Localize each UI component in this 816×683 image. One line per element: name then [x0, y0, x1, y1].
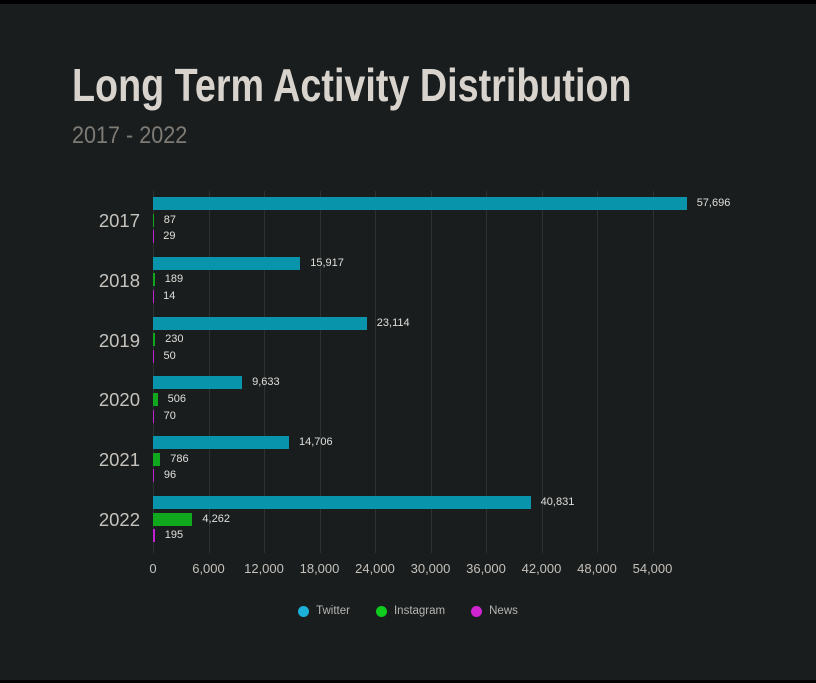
bar-news-2021[interactable]: [153, 469, 154, 483]
top-frame-strip: [0, 0, 816, 4]
year-label-2022: 2022: [98, 509, 140, 530]
year-label-2021: 2021: [98, 449, 140, 471]
x-tick-label-48000: 48,000: [577, 561, 617, 576]
chart-title: Long Term Activity Distribution: [72, 59, 632, 111]
bar-twitter-2017[interactable]: [153, 197, 687, 210]
x-tick-label-54000: 54,000: [632, 561, 673, 576]
gridline: [375, 191, 376, 553]
gridline: [430, 191, 432, 553]
bar-twitter-2021[interactable]: [153, 436, 290, 450]
bar-value-twitter-2022: 40,831: [540, 496, 575, 508]
bar-instagram-2020[interactable]: [153, 393, 158, 406]
bar-value-news-2021: 96: [163, 469, 177, 482]
bar-value-instagram-2021: 786: [170, 452, 189, 465]
bar-value-instagram-2018: 189: [164, 273, 184, 286]
gridline: [208, 191, 210, 553]
legend-dot-news-icon: [471, 605, 483, 617]
bar-instagram-2022[interactable]: [153, 512, 193, 526]
bar-value-twitter-2017: 57,696: [696, 197, 731, 209]
gridline: [652, 191, 654, 553]
x-tick-label-6000: 6,000: [192, 561, 225, 576]
bar-news-2022[interactable]: [153, 529, 155, 543]
gridline: [153, 191, 154, 553]
x-tick-label-0: 0: [149, 561, 157, 576]
x-tick-label-42000: 42,000: [521, 561, 562, 576]
bar-twitter-2022[interactable]: [153, 496, 531, 509]
bar-value-twitter-2020: 9,633: [252, 376, 280, 389]
gridline: [597, 191, 598, 553]
gridline: [319, 191, 321, 553]
bar-instagram-2018[interactable]: [153, 273, 155, 287]
bar-instagram-2019[interactable]: [153, 333, 156, 347]
legend-item-instagram[interactable]: Instagram: [375, 605, 446, 617]
year-label-2019: 2019: [98, 329, 140, 351]
bottom-frame-strip: [0, 680, 816, 683]
bar-value-instagram-2017: 87: [163, 213, 177, 226]
legend-label-instagram: Instagram: [393, 605, 446, 617]
bar-value-twitter-2021: 14,706: [299, 436, 333, 449]
x-tick-label-24000: 24,000: [355, 561, 395, 576]
bar-news-2020[interactable]: [153, 409, 154, 423]
gridline: [264, 191, 265, 553]
legend-label-news: News: [489, 605, 518, 617]
bar-twitter-2020[interactable]: [153, 376, 243, 390]
bar-value-twitter-2018: 15,917: [310, 256, 344, 269]
bar-twitter-2019[interactable]: [153, 316, 367, 330]
bar-value-news-2017: 29: [163, 230, 176, 243]
bar-twitter-2018[interactable]: [153, 256, 301, 270]
bar-instagram-2021[interactable]: [153, 452, 161, 466]
gridline: [541, 191, 543, 553]
year-label-2018: 2018: [98, 269, 140, 291]
bar-value-news-2020: 70: [163, 409, 176, 422]
bar-value-news-2019: 50: [163, 349, 176, 362]
year-label-2020: 2020: [98, 389, 140, 411]
legend-dot-twitter-icon: [298, 605, 310, 617]
gridline: [486, 191, 487, 553]
legend-label-twitter: Twitter: [316, 605, 350, 617]
bar-value-news-2018: 14: [163, 290, 176, 302]
legend: Twitter Instagram News: [0, 605, 816, 617]
bar-value-instagram-2019: 230: [165, 333, 184, 346]
x-tick-label-12000: 12,000: [244, 561, 284, 576]
legend-item-news[interactable]: News: [471, 605, 518, 617]
year-label-2017: 2017: [98, 210, 140, 231]
bar-instagram-2017[interactable]: [153, 213, 154, 227]
bar-value-twitter-2019: 23,114: [376, 316, 410, 329]
bar-value-instagram-2022: 4,262: [202, 512, 230, 525]
bar-value-instagram-2020: 506: [167, 393, 187, 405]
x-tick-label-30000: 30,000: [410, 561, 451, 576]
x-tick-label-36000: 36,000: [466, 561, 506, 576]
chart-subtitle: 2017 - 2022: [72, 122, 188, 149]
bar-value-news-2022: 195: [164, 529, 184, 542]
legend-dot-instagram-icon: [375, 605, 387, 617]
legend-item-twitter[interactable]: Twitter: [298, 605, 350, 617]
x-tick-label-18000: 18,000: [299, 561, 340, 576]
